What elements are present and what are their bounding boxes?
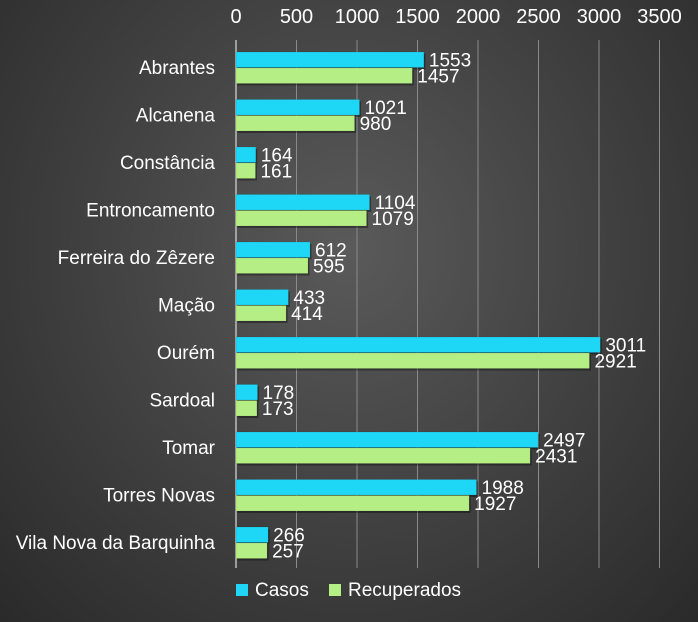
bar-casos-tomar — [235, 431, 539, 448]
data-label-casos-alcanena: 1021 — [365, 98, 407, 119]
bar-recuperados-abrantes — [235, 67, 413, 84]
category-labels: Abrantes Alcanena Constância Entroncamento F… — [16, 58, 216, 554]
bar-casos-macao — [235, 289, 289, 306]
bar-casos-vila-nova-da-barquinha — [235, 526, 269, 543]
bar-casos-ferreira-do-zezere — [235, 241, 311, 258]
data-label-casos-abrantes: 1553 — [429, 51, 471, 72]
bar-casos-abrantes — [235, 51, 425, 68]
x-tick-label: 3500 — [637, 6, 682, 28]
category-label-ourem: Ourém — [157, 343, 215, 364]
x-tick-label: 500 — [280, 6, 313, 28]
bar-recuperados-ferreira-do-zezere — [235, 257, 309, 274]
data-label-casos-vila-nova-da-barquinha: 266 — [273, 526, 305, 547]
x-tick-label: 2000 — [456, 6, 501, 28]
data-label-casos-tomar: 2497 — [543, 431, 585, 452]
data-label-casos-macao: 433 — [293, 288, 325, 309]
data-label-casos-sardoal: 178 — [263, 383, 295, 404]
bar-casos-torres-novas — [235, 479, 477, 496]
data-label-casos-ourem: 3011 — [605, 336, 646, 357]
category-label-alcanena: Alcanena — [136, 106, 216, 127]
category-label-torres-novas: Torres Novas — [103, 486, 215, 507]
category-label-entroncamento: Entroncamento — [86, 201, 215, 222]
legend-label-casos: Casos — [255, 580, 309, 601]
bar-casos-alcanena — [235, 99, 360, 116]
category-label-macao: Mação — [158, 296, 215, 317]
x-axis-ticks: 0 500 1000 1500 2000 2500 3000 3500 — [230, 6, 681, 28]
data-label-recuperados-torres-novas: 1927 — [474, 494, 516, 515]
x-tick-label: 0 — [230, 6, 241, 28]
gridlines — [235, 40, 660, 568]
x-tick-label: 2500 — [516, 6, 561, 28]
bar-casos-ourem — [235, 336, 601, 353]
bar-casos-constancia — [235, 146, 257, 163]
data-label-casos-entroncamento: 1104 — [375, 193, 416, 214]
category-label-abrantes: Abrantes — [139, 58, 215, 79]
data-label-recuperados-macao: 414 — [291, 304, 323, 325]
category-label-constancia: Constância — [120, 153, 215, 174]
data-label-recuperados-abrantes: 1457 — [417, 67, 459, 88]
data-label-casos-constancia: 164 — [261, 146, 293, 167]
bar-casos-entroncamento — [235, 194, 370, 211]
x-tick-label: 1000 — [335, 6, 380, 28]
legend-swatch-recuperados — [329, 584, 341, 596]
data-label-casos-ferreira-do-zezere: 612 — [315, 241, 347, 262]
bar-recuperados-entroncamento — [235, 210, 367, 227]
data-label-recuperados-entroncamento: 1079 — [372, 209, 414, 230]
legend: Casos Recuperados — [236, 580, 461, 601]
bar-recuperados-sardoal — [235, 400, 258, 417]
category-label-tomar: Tomar — [162, 438, 215, 459]
bar-recuperados-constancia — [235, 162, 256, 179]
data-label-recuperados-ourem: 2921 — [594, 352, 636, 373]
bars — [235, 51, 602, 561]
data-label-casos-torres-novas: 1988 — [482, 478, 524, 499]
legend-swatch-casos — [236, 584, 248, 596]
bar-recuperados-vila-nova-da-barquinha — [235, 542, 268, 559]
x-tick-label: 3000 — [577, 6, 622, 28]
bar-recuperados-ourem — [235, 352, 590, 369]
bar-recuperados-macao — [235, 305, 287, 322]
data-label-recuperados-ferreira-do-zezere: 595 — [313, 257, 345, 278]
bar-recuperados-torres-novas — [235, 495, 470, 512]
bar-recuperados-alcanena — [235, 115, 355, 132]
data-label-recuperados-constancia: 161 — [260, 162, 292, 183]
x-tick-label: 1500 — [395, 6, 440, 28]
category-label-ferreira-do-zezere: Ferreira do Zêzere — [58, 248, 215, 269]
data-label-recuperados-vila-nova-da-barquinha: 257 — [272, 542, 304, 563]
data-label-recuperados-tomar: 2431 — [535, 447, 577, 468]
bar-recuperados-tomar — [235, 447, 531, 464]
bar-casos-sardoal — [235, 384, 258, 401]
category-label-sardoal: Sardoal — [150, 391, 216, 412]
data-label-recuperados-alcanena: 980 — [360, 114, 392, 135]
category-label-vila-nova-da-barquinha: Vila Nova da Barquinha — [16, 533, 216, 554]
data-label-recuperados-sardoal: 173 — [262, 399, 294, 420]
legend-label-recuperados: Recuperados — [348, 580, 461, 601]
